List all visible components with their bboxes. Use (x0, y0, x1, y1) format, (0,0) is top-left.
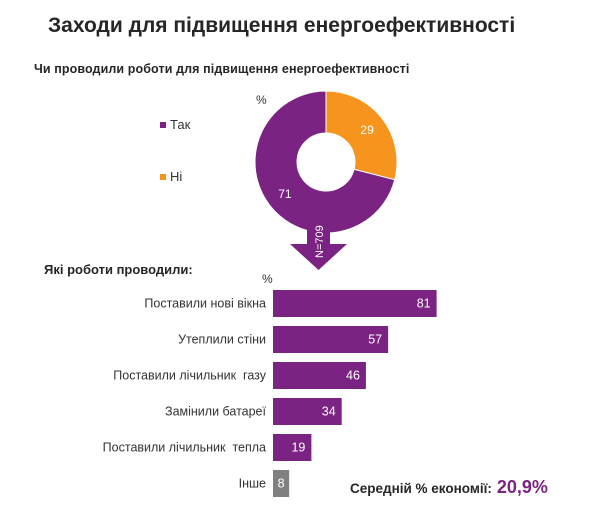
average-savings: Середній % економії: 20,9% (350, 477, 548, 498)
bar (273, 434, 312, 461)
bar (273, 326, 389, 353)
average-savings-label: Середній % економії: (350, 481, 492, 496)
page-title: Заходи для підвищення енергоефективності (48, 14, 516, 37)
bar-category-label: Замінили батареї (165, 405, 266, 419)
legend-swatch-yes (160, 121, 166, 128)
bar-category-label: Інше (239, 477, 266, 491)
legend-label-yes: Так (170, 117, 191, 132)
donut-slice-value-label: 29 (360, 123, 374, 137)
legend-label-no: Ні (170, 169, 183, 184)
bar-value-label: 34 (322, 405, 336, 419)
donut-slice-value-label: 71 (278, 187, 292, 201)
bar-category-label: Утеплили стіни (178, 333, 266, 347)
bar (273, 398, 342, 425)
bar-chart-title: Які роботи проводили: (44, 262, 193, 277)
bar-value-label: 19 (291, 441, 305, 455)
legend-item-no: Ні (160, 169, 182, 184)
bar-value-label: 57 (368, 333, 382, 347)
donut-slice-no (325, 90, 398, 181)
legend-item-yes: Так (160, 117, 190, 132)
bar-value-label: 81 (417, 297, 431, 311)
donut-unit-label: % (256, 93, 267, 107)
bar-category-label: Поставили нові вікна (144, 297, 266, 311)
bar-unit-label: % (262, 272, 273, 286)
bar-value-label: 46 (346, 369, 360, 383)
bar (273, 470, 290, 497)
bar (273, 290, 437, 317)
bar-category-label: Поставили лічильник газу (113, 369, 266, 383)
sample-size-label: N=709 (314, 225, 326, 258)
donut-chart-title: Чи проводили роботи для підвищення енерг… (34, 62, 410, 76)
donut-slice-yes (254, 90, 396, 234)
legend-swatch-no (160, 173, 166, 180)
bar (273, 362, 366, 389)
bar-category-label: Поставили лічильник тепла (103, 441, 266, 455)
bar-value-label: 8 (278, 477, 285, 491)
down-arrow-shape (290, 218, 347, 270)
average-savings-value: 20,9% (496, 477, 548, 497)
